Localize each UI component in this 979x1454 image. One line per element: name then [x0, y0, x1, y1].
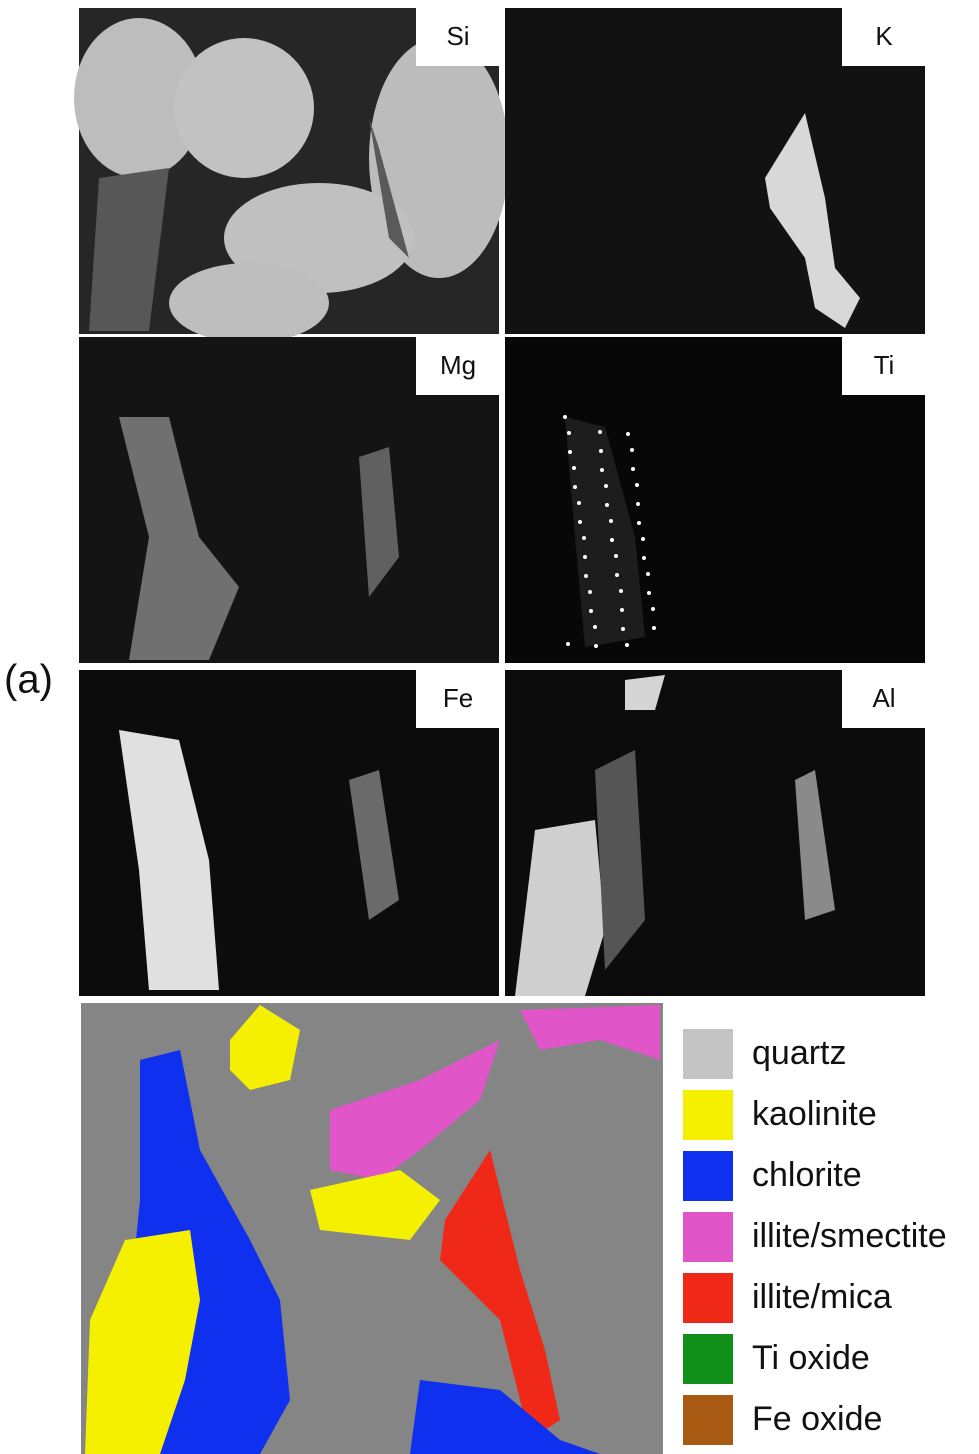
legend-swatch	[683, 1334, 733, 1384]
map-texture	[598, 430, 602, 434]
panel-label: (a)	[4, 658, 53, 702]
legend-label: illite/smectite	[752, 1217, 947, 1255]
map-texture	[573, 485, 577, 489]
map-texture	[631, 467, 635, 471]
element-tag: Al	[872, 683, 895, 713]
map-texture	[599, 449, 603, 453]
map-texture	[619, 589, 623, 593]
figure: (a) Si K Mg Ti Fe Al quartz kaolinite chlorite il…	[0, 0, 979, 1454]
element-map: Mg	[79, 337, 499, 663]
element-map: Si	[74, 8, 509, 343]
legend-label: quartz	[752, 1034, 847, 1072]
legend-label: chlorite	[752, 1156, 862, 1194]
map-texture	[635, 483, 639, 487]
map-texture	[641, 537, 645, 541]
map-texture	[577, 501, 581, 505]
map-texture	[604, 484, 608, 488]
legend-swatch	[683, 1151, 733, 1201]
legend-swatch	[683, 1029, 733, 1079]
map-texture	[609, 519, 613, 523]
legend-swatch	[683, 1395, 733, 1445]
element-tag: K	[875, 21, 893, 51]
map-texture	[630, 448, 634, 452]
map-texture	[578, 520, 582, 524]
element-map: K	[505, 8, 925, 334]
element-map: Al	[505, 670, 925, 996]
map-texture	[594, 644, 598, 648]
map-texture	[626, 432, 630, 436]
legend-label: kaolinite	[752, 1095, 877, 1133]
map-texture	[566, 642, 570, 646]
mineral-map	[81, 1003, 663, 1454]
legend-swatch	[683, 1212, 733, 1262]
map-texture	[621, 627, 625, 631]
element-tag: Ti	[874, 350, 895, 380]
element-map: Ti	[505, 337, 925, 663]
element-tag: Si	[446, 21, 469, 51]
map-texture	[584, 574, 588, 578]
map-texture	[642, 556, 646, 560]
map-texture	[169, 263, 329, 343]
map-texture	[572, 466, 576, 470]
map-texture	[593, 625, 597, 629]
map-texture	[647, 591, 651, 595]
map-texture	[646, 572, 650, 576]
map-texture	[589, 609, 593, 613]
map-texture	[568, 450, 572, 454]
legend-label: Ti oxide	[752, 1339, 870, 1377]
map-texture	[605, 503, 609, 507]
map-texture	[567, 431, 571, 435]
map-texture	[174, 38, 314, 178]
map-texture	[615, 573, 619, 577]
legend-swatch	[683, 1090, 733, 1140]
map-texture	[637, 521, 641, 525]
element-map: Fe	[79, 670, 499, 996]
map-texture	[620, 608, 624, 612]
map-texture	[588, 590, 592, 594]
legend-label: Fe oxide	[752, 1400, 882, 1438]
map-texture	[610, 538, 614, 542]
element-tag: Mg	[440, 350, 476, 380]
map-texture	[563, 415, 567, 419]
element-tag: Fe	[443, 683, 473, 713]
map-texture	[636, 502, 640, 506]
legend-label: illite/mica	[752, 1278, 892, 1316]
map-texture	[614, 554, 618, 558]
map-texture	[600, 468, 604, 472]
map-texture	[651, 607, 655, 611]
map-texture	[583, 555, 587, 559]
map-texture	[652, 626, 656, 630]
map-texture	[625, 643, 629, 647]
legend-swatch	[683, 1273, 733, 1323]
map-texture	[582, 536, 586, 540]
